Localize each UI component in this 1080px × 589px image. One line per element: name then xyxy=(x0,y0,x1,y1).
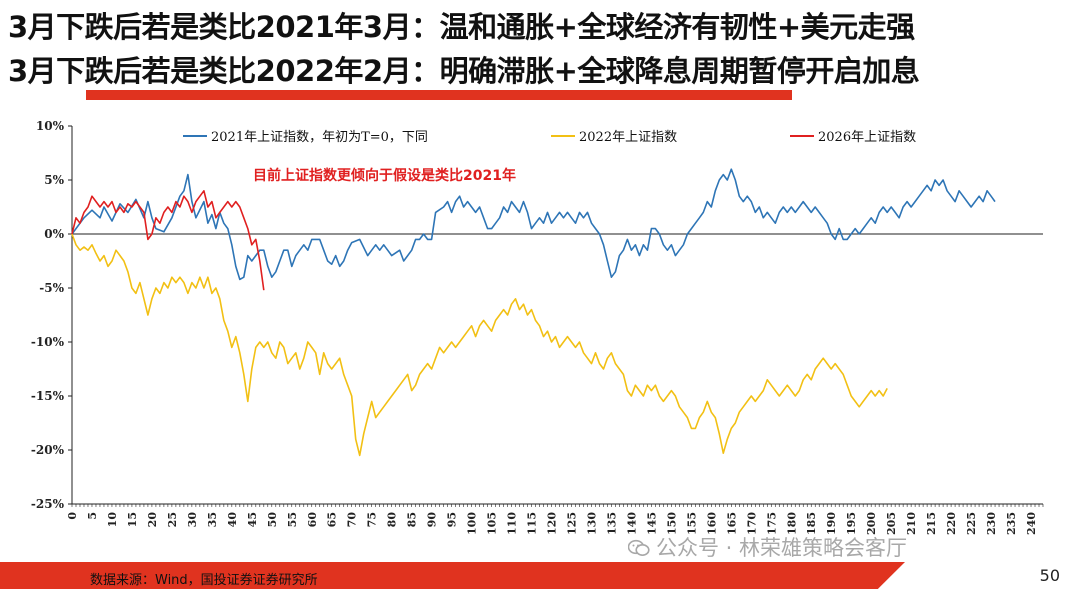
y-tick-label: 5% xyxy=(44,173,64,187)
x-tick-label: 70 xyxy=(346,512,359,528)
x-tick-label: 40 xyxy=(226,512,239,528)
title-underline-bar xyxy=(86,90,792,100)
x-tick-label: 230 xyxy=(985,512,998,535)
x-tick-label: 215 xyxy=(925,512,938,535)
y-tick-label: 0% xyxy=(44,227,64,241)
x-tick-label: 80 xyxy=(386,512,399,528)
x-tick-label: 90 xyxy=(426,512,439,528)
x-tick-label: 120 xyxy=(546,512,559,535)
x-tick-label: 155 xyxy=(685,512,698,535)
x-tick-label: 20 xyxy=(146,512,159,528)
series-line-0 xyxy=(71,168,996,281)
x-tick-label: 15 xyxy=(126,512,139,527)
x-tick-label: 225 xyxy=(965,512,978,535)
watermark-text: 公众号 · 林荣雄策略会客厅 xyxy=(656,536,908,560)
wechat-icon xyxy=(628,539,650,556)
x-tick-label: 195 xyxy=(845,512,858,535)
y-tick-label: -20% xyxy=(31,443,65,457)
footer-red-strip xyxy=(0,562,905,589)
legend-label: 2026年上证指数 xyxy=(818,130,916,145)
x-tick-label: 220 xyxy=(945,512,958,535)
x-tick-label: 130 xyxy=(585,512,598,535)
x-tick-label: 95 xyxy=(446,512,459,527)
x-tick-label: 35 xyxy=(206,512,219,527)
x-tick-label: 170 xyxy=(745,512,758,535)
data-source-note: 数据来源：Wind，国投证券证券研究所 xyxy=(90,573,318,588)
x-tick-label: 5 xyxy=(86,512,99,520)
x-tick-label: 160 xyxy=(705,512,718,535)
x-tick-label: 115 xyxy=(526,512,539,535)
title-line-2: 3月下跌后若是类比2022年2月：明确滞胀+全球降息周期暂停开启加息 xyxy=(8,54,920,88)
x-tick-label: 210 xyxy=(905,512,918,535)
x-tick-label: 180 xyxy=(785,512,798,535)
x-tick-label: 65 xyxy=(326,512,339,527)
chart-axes: 10% 5% 0% -5% -10% -15% -20% -25%0 5 10 15 20 25 30 35… xyxy=(31,119,1044,535)
x-tick-label: 135 xyxy=(605,512,618,535)
x-tick-label: 235 xyxy=(1005,512,1018,535)
x-tick-label: 240 xyxy=(1025,512,1038,535)
x-tick-label: 205 xyxy=(885,512,898,535)
x-tick-label: 100 xyxy=(466,512,479,535)
legend-label: 2022年上证指数 xyxy=(579,130,677,145)
x-tick-label: 30 xyxy=(186,512,199,528)
x-tick-label: 150 xyxy=(665,512,678,535)
chart-series xyxy=(71,168,996,457)
chart-annotation: 目前上证指数更倾向于假设是类比2021年 xyxy=(253,167,516,184)
line-chart: 10% 5% 0% -5% -10% -15% -20% -25%0 5 10 15 20 25 30 35… xyxy=(31,119,1044,535)
x-tick-label: 140 xyxy=(625,512,638,535)
y-tick-label: -15% xyxy=(31,389,65,403)
x-tick-label: 145 xyxy=(645,512,658,535)
x-tick-label: 110 xyxy=(506,512,519,535)
y-tick-label: -5% xyxy=(39,281,64,295)
x-tick-label: 60 xyxy=(306,512,319,528)
x-tick-label: 25 xyxy=(166,512,179,527)
x-tick-label: 45 xyxy=(246,512,259,527)
x-tick-label: 50 xyxy=(266,512,279,528)
page-number: 50 xyxy=(1039,566,1060,585)
x-tick-label: 85 xyxy=(406,512,419,527)
x-tick-label: 200 xyxy=(865,512,878,535)
x-tick-label: 190 xyxy=(825,512,838,535)
series-line-1 xyxy=(71,233,888,457)
series-line-2 xyxy=(71,190,265,291)
x-tick-label: 0 xyxy=(66,512,79,520)
x-tick-label: 10 xyxy=(106,512,119,528)
x-tick-label: 185 xyxy=(805,512,818,535)
x-tick-label: 55 xyxy=(286,512,299,527)
title-line-1: 3月下跌后若是类比2021年3月：温和通胀+全球经济有韧性+美元走强 xyxy=(8,10,915,44)
y-tick-label: -25% xyxy=(31,497,65,511)
watermark: 公众号 · 林荣雄策略会客厅 xyxy=(628,532,907,562)
y-tick-label: -10% xyxy=(31,335,65,349)
x-tick-label: 105 xyxy=(486,512,499,535)
legend-label: 2021年上证指数，年初为T=0，下同 xyxy=(211,130,428,145)
chart-legend: 2021年上证指数，年初为T=0，下同 2022年上证指数 2026年上证指数 xyxy=(183,130,916,145)
y-tick-label: 10% xyxy=(36,119,65,133)
x-tick-label: 75 xyxy=(366,512,379,527)
x-tick-label: 165 xyxy=(725,512,738,535)
x-tick-label: 175 xyxy=(765,512,778,535)
x-tick-label: 125 xyxy=(565,512,578,535)
